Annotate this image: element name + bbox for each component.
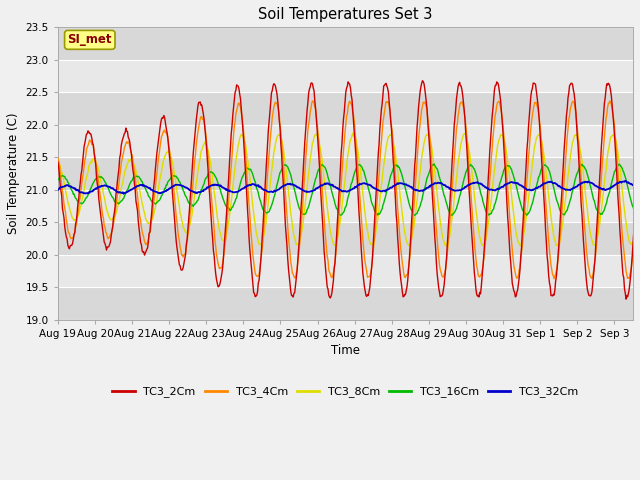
Bar [58,157,633,190]
Bar [58,60,633,92]
Title: Soil Temperatures Set 3: Soil Temperatures Set 3 [258,7,433,22]
Y-axis label: Soil Temperature (C): Soil Temperature (C) [7,113,20,234]
Text: SI_met: SI_met [68,34,112,47]
Bar [58,92,633,125]
X-axis label: Time: Time [331,344,360,357]
Bar [58,287,633,320]
Bar [58,190,633,222]
Bar [58,27,633,60]
Bar [58,222,633,255]
Bar [58,255,633,287]
Bar [58,125,633,157]
Legend: TC3_2Cm, TC3_4Cm, TC3_8Cm, TC3_16Cm, TC3_32Cm: TC3_2Cm, TC3_4Cm, TC3_8Cm, TC3_16Cm, TC3… [108,382,583,402]
